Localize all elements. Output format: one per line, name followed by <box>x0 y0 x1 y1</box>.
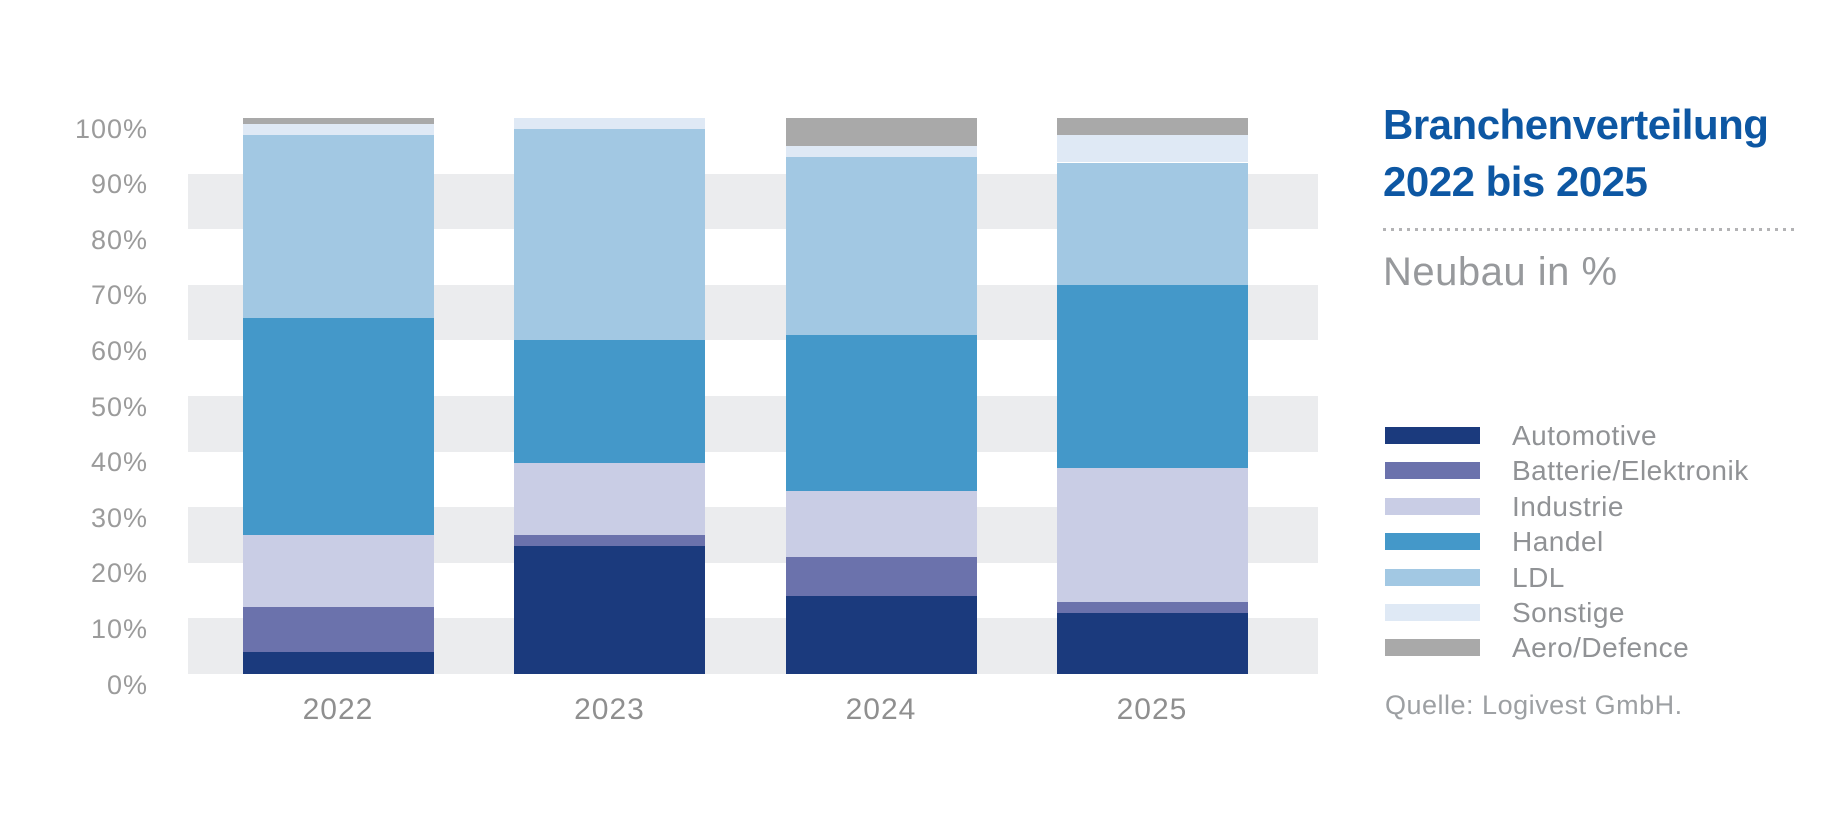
bar-segment-ldl-2023 <box>514 129 705 341</box>
legend-label: Aero/Defence <box>1512 632 1690 664</box>
bar-segment-ldl-2025 <box>1056 162 1248 285</box>
legend-row-ldl: LDL <box>1385 562 1805 593</box>
chart-title-line1: Branchenverteilung <box>1383 101 1769 148</box>
legend-label: Automotive <box>1512 420 1658 451</box>
bar-segment-industrie-2022 <box>242 535 434 608</box>
y-tick-80pct: 80% <box>90 224 148 255</box>
y-tick-20pct: 20% <box>90 558 148 589</box>
y-tick-60pct: 60% <box>90 335 148 366</box>
bar-segment-batterie-elektronik-2025 <box>1056 601 1248 613</box>
x-tick-2025: 2025 <box>1116 693 1188 726</box>
legend-color-chip <box>1385 427 1480 444</box>
bar-segment-sonstige-2024 <box>785 145 977 157</box>
bar-segment-automotive-2022 <box>242 651 434 674</box>
bar-2023 <box>514 118 705 674</box>
chart-subtitle: Neubau in % <box>1383 250 1618 294</box>
legend-label: Handel <box>1512 526 1604 558</box>
plot-area <box>188 118 1318 674</box>
bar-segment-handel-2024 <box>785 334 977 491</box>
bar-segment-aero-defence-2025 <box>1056 118 1248 135</box>
source-credit: Quelle: Logivest GmbH. <box>1385 690 1683 720</box>
y-tick-30pct: 30% <box>90 502 148 533</box>
bar-segment-batterie-elektronik-2024 <box>785 557 977 597</box>
legend-row-industrie: Industrie <box>1385 491 1805 522</box>
y-tick-0pct: 0% <box>106 669 148 700</box>
legend-color-chip <box>1385 604 1480 621</box>
legend-color-chip <box>1385 639 1480 657</box>
legend-label: LDL <box>1512 561 1565 593</box>
bar-segment-ldl-2022 <box>242 134 434 319</box>
bar-2024 <box>785 118 977 674</box>
bar-segment-sonstige-2022 <box>242 123 434 135</box>
x-tick-2024: 2024 <box>845 693 917 726</box>
y-tick-50pct: 50% <box>90 391 148 422</box>
bar-segment-sonstige-2025 <box>1056 134 1248 163</box>
chart-title: Branchenverteilung 2022 bis 2025 <box>1383 96 1803 210</box>
legend-row-aero-defence: Aero/Defence <box>1385 632 1805 663</box>
y-tick-40pct: 40% <box>90 447 148 478</box>
bar-segment-aero-defence-2024 <box>785 118 977 146</box>
bar-2025 <box>1056 118 1248 674</box>
legend-row-handel: Handel <box>1385 526 1805 557</box>
y-tick-10pct: 10% <box>90 613 148 644</box>
bar-segment-automotive-2023 <box>514 546 705 674</box>
bar-segment-batterie-elektronik-2022 <box>242 607 434 652</box>
dotted-divider <box>1383 228 1796 231</box>
bar-segment-batterie-elektronik-2023 <box>514 535 705 547</box>
legend-color-chip <box>1385 533 1480 551</box>
bar-segment-automotive-2025 <box>1056 612 1248 674</box>
legend-row-batterie-elektronik: Batterie/Elektronik <box>1385 455 1805 486</box>
bar-segment-industrie-2023 <box>514 462 705 535</box>
x-tick-2023: 2023 <box>574 693 645 726</box>
legend-color-chip <box>1385 497 1480 515</box>
legend-row-sonstige: Sonstige <box>1385 597 1805 628</box>
legend-row-automotive: Automotive <box>1385 420 1805 451</box>
x-tick-2022: 2022 <box>302 693 374 726</box>
y-tick-100pct: 100% <box>74 113 148 144</box>
bar-segment-handel-2023 <box>514 340 705 463</box>
bar-segment-ldl-2024 <box>785 156 977 335</box>
bar-segment-automotive-2024 <box>785 596 977 674</box>
legend-color-chip <box>1385 462 1480 480</box>
y-tick-70pct: 70% <box>90 280 148 311</box>
y-tick-90pct: 90% <box>90 169 148 200</box>
bar-segment-sonstige-2023 <box>514 118 705 130</box>
legend-label: Batterie/Elektronik <box>1512 455 1749 487</box>
legend-label: Industrie <box>1512 490 1624 522</box>
bar-segment-handel-2022 <box>242 318 434 535</box>
bar-2022 <box>242 118 434 674</box>
legend-color-chip <box>1385 568 1480 586</box>
legend-label: Sonstige <box>1512 597 1625 628</box>
chart-title-line2: 2022 bis 2025 <box>1383 158 1648 205</box>
bar-segment-aero-defence-2022 <box>242 118 434 124</box>
bar-segment-industrie-2025 <box>1056 468 1248 602</box>
bar-segment-handel-2025 <box>1056 284 1248 469</box>
bar-segment-industrie-2024 <box>785 490 977 558</box>
